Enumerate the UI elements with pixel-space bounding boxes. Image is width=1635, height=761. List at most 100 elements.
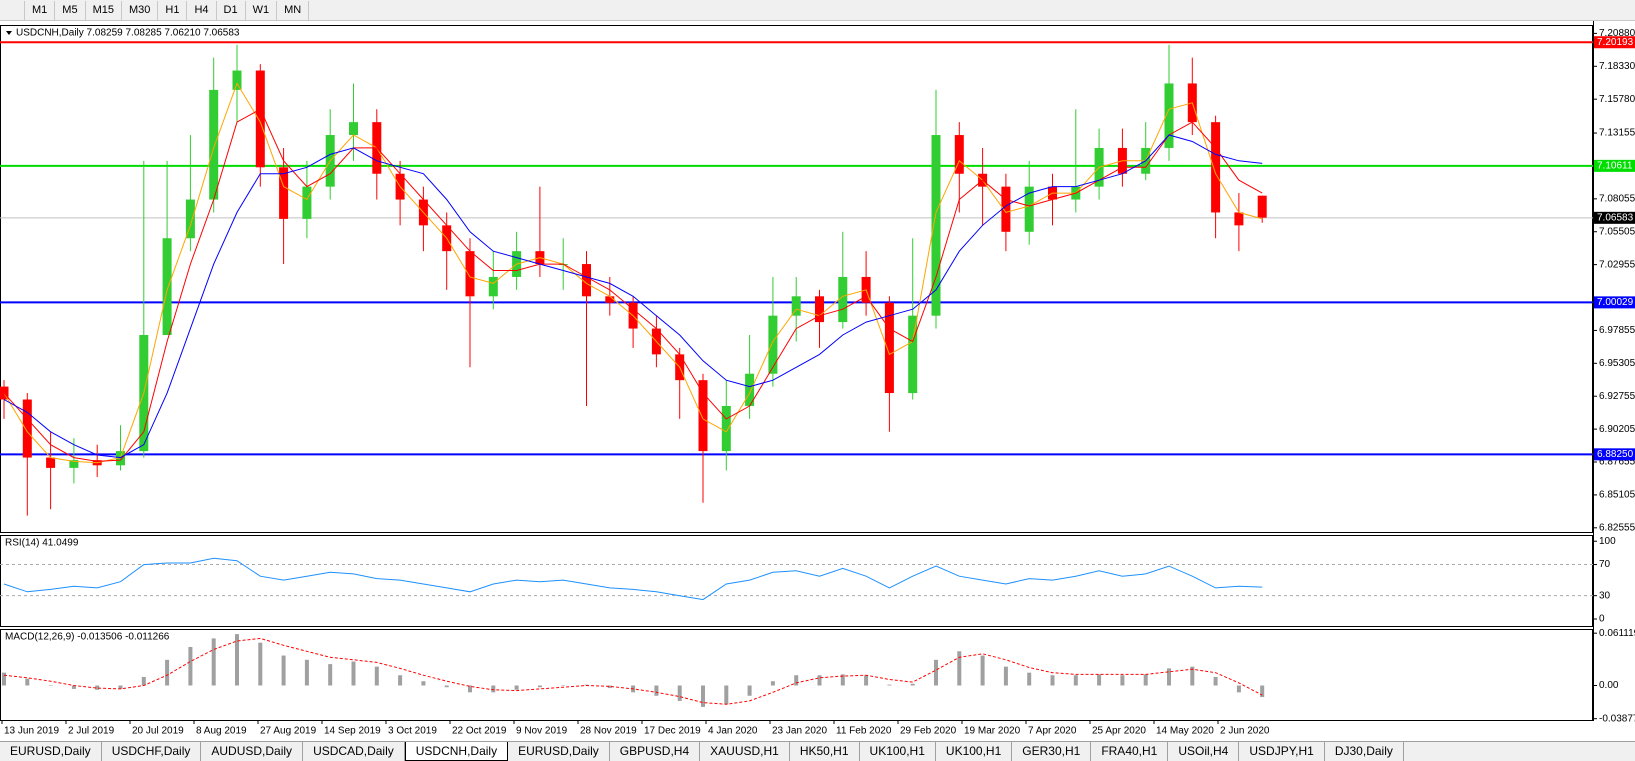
x-tick-label: 17 Dec 2019	[644, 726, 701, 737]
timeframe-button[interactable]: M15	[86, 0, 122, 20]
chart-tab[interactable]: EURUSD,Daily	[508, 742, 610, 761]
y-tick-label: 0.00	[1599, 680, 1619, 691]
macd-bar	[817, 675, 822, 686]
candle-body	[209, 89, 219, 200]
macd-bar	[724, 685, 729, 705]
macd-signal	[3, 637, 1263, 705]
y-tick-label: 6.82555	[1599, 522, 1635, 533]
chart-tab[interactable]: XAUUSD,H1	[700, 742, 790, 761]
y-tick-label: 7.20880	[1599, 28, 1635, 39]
candle-body	[162, 238, 172, 336]
timeframe-button[interactable]: H1	[158, 0, 188, 20]
macd-bar	[794, 675, 799, 686]
toolbar-arrow[interactable]	[0, 0, 25, 20]
title-arrow	[6, 31, 12, 35]
y-tick-label: 6.85105	[1599, 490, 1635, 501]
chart-tab[interactable]: USDCHF,Daily	[102, 742, 202, 761]
chart-tab[interactable]: GER30,H1	[1012, 742, 1092, 761]
y-tick-label: 100	[1599, 536, 1616, 547]
candle-body	[791, 296, 801, 316]
candle-body	[465, 251, 475, 297]
moving-average	[3, 134, 1263, 459]
macd-bar	[491, 685, 496, 693]
macd-bar	[281, 655, 286, 686]
y-tick-label: 7.13155	[1599, 128, 1635, 139]
timeframe-button[interactable]: H4	[187, 0, 217, 20]
chart-tab[interactable]: UK100,H1	[936, 742, 1013, 761]
macd-bar	[1260, 685, 1265, 698]
candle-body	[1024, 186, 1034, 232]
y-tick-label: 6.95305	[1599, 358, 1635, 369]
macd-bar	[677, 685, 682, 701]
macd-bar	[957, 651, 962, 686]
candle-body	[232, 70, 242, 90]
macd-bar	[747, 685, 752, 696]
moving-average	[3, 108, 1263, 462]
macd-bar	[1190, 666, 1195, 686]
candle-body	[908, 315, 918, 394]
x-tick-label: 2 Jun 2020	[1220, 726, 1270, 737]
macd-bar	[1120, 675, 1125, 686]
timeframe-button[interactable]: M1	[25, 0, 56, 20]
macd-bar	[95, 685, 100, 690]
candle-body	[698, 380, 708, 452]
macd-bar	[537, 685, 542, 688]
chart-tab[interactable]: USOil,H4	[1168, 742, 1240, 761]
macd-bar	[561, 685, 566, 687]
chart-tab[interactable]: EURUSD,Daily	[0, 742, 102, 761]
timeframe-button[interactable]: MN	[277, 0, 310, 20]
x-tick-label: 13 Jun 2019	[4, 726, 59, 737]
candle-body	[116, 451, 125, 466]
timeframe-button[interactable]: W1	[246, 0, 278, 20]
candle-body	[302, 186, 312, 219]
macd-bar	[468, 685, 472, 693]
candle-body	[349, 122, 358, 136]
macd-bar	[328, 664, 333, 686]
x-tick-label: 4 Jan 2020	[708, 726, 758, 737]
level-price-label: 7.00029	[1597, 297, 1634, 308]
timeframe-button[interactable]: D1	[217, 0, 246, 20]
level-price-box	[1594, 159, 1635, 172]
macd-bar	[1236, 685, 1241, 693]
x-tick-label: 20 Jul 2019	[132, 726, 184, 737]
macd-bar	[1097, 674, 1102, 686]
macd-bar	[351, 661, 356, 686]
chart-tab[interactable]: HK50,H1	[790, 742, 860, 761]
chart-tab[interactable]: GBPUSD,H4	[610, 742, 701, 761]
moving-average	[3, 82, 1263, 464]
chart-tab[interactable]: UK100,H1	[860, 742, 936, 761]
macd-bar	[71, 685, 76, 689]
x-tick-label: 7 Apr 2020	[1028, 726, 1077, 737]
macd-bar	[141, 676, 146, 686]
panel-title: RSI(14) 41.0499	[5, 538, 79, 549]
chart-tab[interactable]: USDCAD,Daily	[303, 742, 405, 761]
panel-frame	[0, 629, 1593, 721]
y-tick-label: 6.90205	[1599, 424, 1635, 435]
chart-tab[interactable]: FRA40,H1	[1091, 742, 1169, 761]
y-tick-label: 7.18330	[1599, 61, 1635, 72]
candle-body	[488, 276, 498, 297]
chart-tab[interactable]: USDCNH,Daily	[404, 742, 509, 761]
x-tick-label: 28 Nov 2019	[580, 726, 637, 737]
macd-bar	[1073, 675, 1078, 686]
macd-bar	[980, 655, 985, 686]
macd-bar	[48, 685, 53, 687]
candle-body	[185, 199, 195, 239]
x-tick-label: 19 Mar 2020	[964, 726, 1021, 737]
chart-window: 7.208807.183307.157807.131557.106057.080…	[0, 21, 1635, 737]
chart-tab[interactable]: DJ30,Daily	[1325, 742, 1404, 761]
candle-body	[582, 264, 591, 297]
x-tick-label: 2 Jul 2019	[68, 726, 115, 737]
last-price-box	[1594, 211, 1635, 224]
x-tick-label: 3 Oct 2019	[388, 726, 437, 737]
chart-tab[interactable]: AUDUSD,Daily	[201, 742, 304, 761]
chart-tab[interactable]: USDJPY,H1	[1239, 742, 1325, 761]
macd-bar	[374, 666, 379, 686]
timeframe-button[interactable]: M30	[122, 0, 159, 20]
macd-bar	[444, 685, 449, 688]
candle-body	[1211, 122, 1221, 213]
y-tick-label: 7.15780	[1599, 94, 1635, 105]
candle-body	[69, 460, 79, 468]
timeframe-button[interactable]: M5	[55, 0, 86, 20]
